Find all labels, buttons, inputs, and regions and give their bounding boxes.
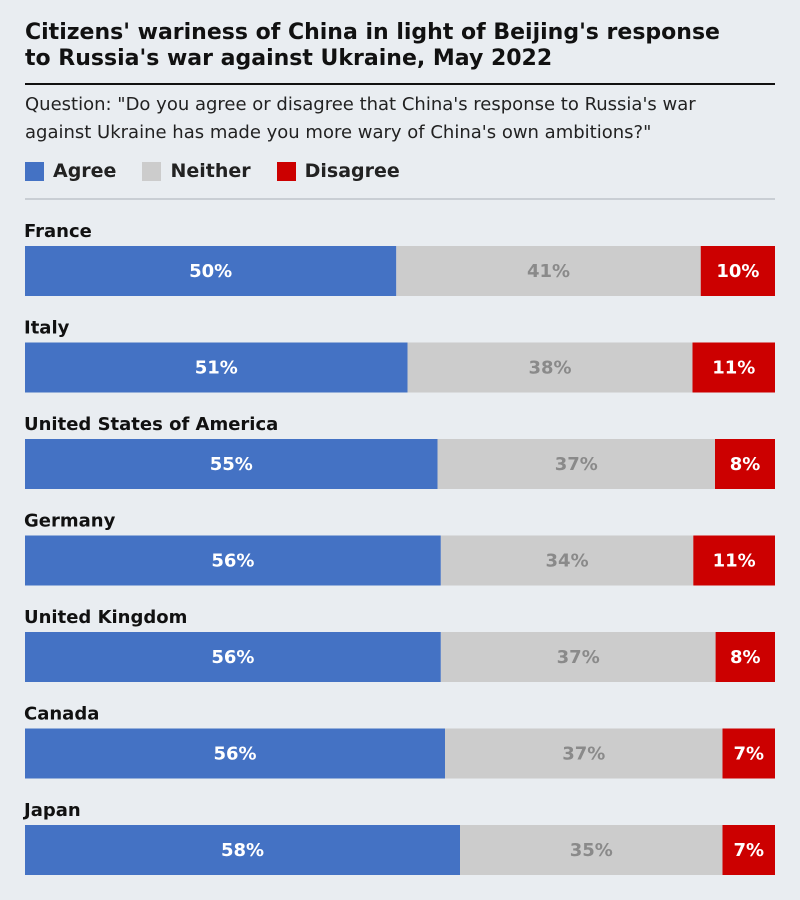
data-label-neither-italy: 38% (528, 358, 571, 379)
bar-segment-neither-germany (440, 535, 694, 586)
legend-swatch-neither (142, 161, 162, 181)
country-label-japan: Japan (22, 800, 81, 821)
bar-segment-agree-italy (25, 342, 408, 393)
chart-title-line-1: Citizens' wariness of China in light of … (25, 20, 720, 45)
data-label-agree-japan: 58% (221, 840, 264, 861)
data-label-disagree-united-kingdom: 8% (730, 647, 761, 668)
legend-swatch-disagree (276, 161, 296, 181)
bar-segment-agree-germany (25, 535, 441, 586)
country-label-united-states-of-america: United States of America (24, 414, 278, 435)
bar-segment-agree-united-states-of-america (25, 439, 438, 489)
bar-segment-disagree-germany (693, 535, 775, 586)
chart-title: Citizens' wariness of China in light of … (25, 20, 775, 72)
bar-segment-disagree-italy (692, 342, 775, 393)
country-label-germany: Germany (24, 511, 116, 532)
data-label-agree-canada: 56% (213, 744, 256, 765)
data-label-neither-germany: 34% (546, 551, 589, 572)
bar-segment-neither-united-kingdom (440, 632, 716, 682)
data-label-agree-france: 50% (189, 261, 232, 282)
bar-segment-neither-japan (460, 825, 723, 875)
survey-question-line-1: Question: "Do you agree or disagree that… (25, 94, 696, 115)
legend-label-disagree: Disagree (304, 160, 400, 182)
bar-segment-disagree-united-kingdom (715, 632, 775, 682)
data-label-disagree-japan: 7% (733, 840, 764, 861)
legend-item-neither: Neither (142, 160, 251, 182)
chart-legend: Agree Neither Disagree (25, 158, 426, 184)
data-label-disagree-germany: 11% (713, 551, 756, 572)
bar-segment-disagree-united-states-of-america (715, 439, 775, 489)
data-label-disagree-canada: 7% (733, 744, 764, 765)
legend-swatch-agree (25, 161, 44, 181)
legend-item-disagree: Disagree (276, 160, 400, 182)
data-label-neither-united-kingdom: 37% (557, 647, 600, 668)
legend-label-neither: Neither (170, 160, 251, 182)
legend-divider (25, 198, 775, 200)
bar-segment-agree-france (25, 246, 397, 296)
legend-label-agree: Agree (53, 160, 117, 182)
bar-segment-neither-italy (407, 342, 693, 393)
bar-segment-agree-japan (25, 825, 460, 875)
data-label-disagree-united-states-of-america: 8% (730, 454, 761, 475)
title-rule (25, 83, 775, 85)
data-label-agree-united-states-of-america: 55% (210, 454, 253, 475)
data-label-disagree-italy: 11% (712, 358, 755, 379)
survey-question-line-2: against Ukraine has made you more wary o… (25, 122, 652, 143)
bar-segment-neither-france (396, 246, 701, 296)
country-label-italy: Italy (24, 318, 70, 339)
data-label-disagree-france: 10% (716, 261, 759, 282)
bar-segment-disagree-canada (722, 728, 775, 779)
bar-segment-agree-united-kingdom (25, 632, 441, 682)
data-label-neither-united-states-of-america: 37% (555, 454, 598, 475)
country-label-france: France (24, 221, 92, 242)
bar-segment-disagree-japan (722, 825, 775, 875)
data-label-neither-france: 41% (527, 261, 570, 282)
bar-segment-neither-canada (445, 728, 723, 779)
chart-title-line-2: to Russia's war against Ukraine, May 202… (25, 46, 553, 71)
data-label-agree-italy: 51% (195, 358, 238, 379)
legend-item-agree: Agree (25, 160, 116, 182)
data-label-agree-united-kingdom: 56% (211, 647, 254, 668)
survey-question: Question: "Do you agree or disagree that… (25, 91, 775, 147)
bar-segment-agree-canada (25, 728, 445, 779)
country-label-united-kingdom: United Kingdom (24, 607, 187, 628)
bar-segment-neither-united-states-of-america (437, 439, 715, 489)
bar-segment-disagree-france (700, 246, 775, 296)
country-label-canada: Canada (24, 704, 99, 725)
data-label-neither-japan: 35% (570, 840, 613, 861)
data-label-agree-germany: 56% (211, 551, 254, 572)
data-label-neither-canada: 37% (562, 744, 605, 765)
